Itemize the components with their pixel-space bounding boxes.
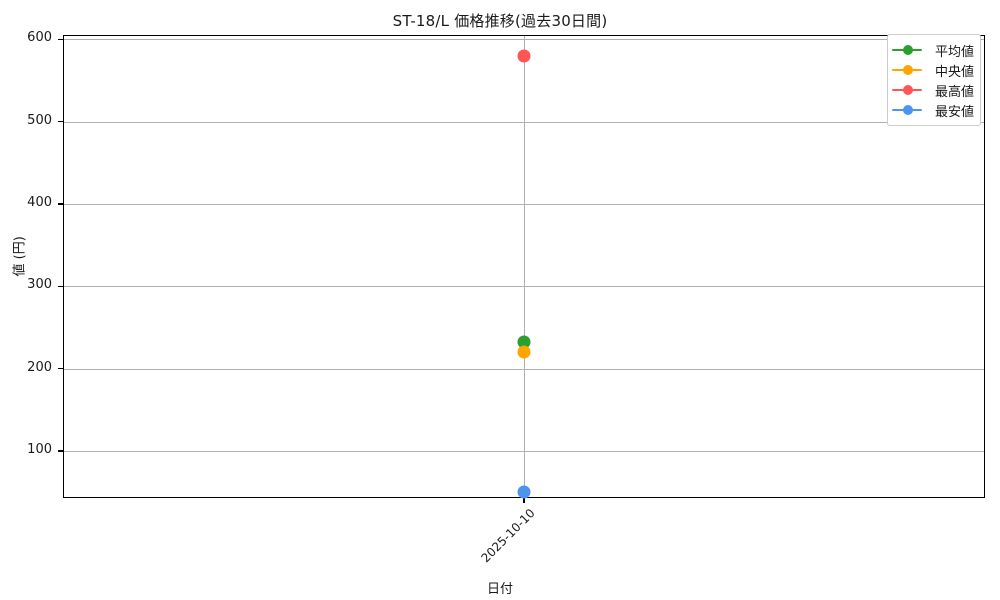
plot-area: 100 200 300 400 500 600 2025-10-10 [27, 30, 985, 565]
y-tick-mark [58, 38, 64, 40]
legend-item-max[interactable]: 最高値 [892, 80, 976, 100]
x-tick-mark [523, 497, 525, 503]
y-tick-mark [58, 203, 64, 205]
data-point [517, 345, 531, 359]
data-point [517, 335, 531, 349]
y-tick-mark [58, 120, 64, 123]
data-point [517, 485, 531, 499]
y-tick-label: 400 [27, 194, 52, 210]
y-tick-mark [58, 285, 64, 287]
legend-label-min: 最安値 [934, 104, 974, 120]
y-axis-label: 値 (円) [12, 236, 28, 277]
legend-item-mean[interactable]: 平均値 [892, 40, 976, 60]
chart-legend: 平均値 中央値 最高値 最安値 [887, 34, 981, 126]
data-point [517, 49, 531, 63]
x-gridline [524, 36, 525, 497]
x-tick-label: 2025-10-10 [478, 506, 538, 566]
y-tick-label: 600 [27, 30, 52, 46]
legend-marker-max-icon [892, 83, 922, 97]
y-tick-mark [58, 450, 64, 452]
x-axis-label: 日付 [486, 582, 513, 597]
y-tick-label: 500 [27, 112, 52, 128]
y-tick-mark [58, 367, 64, 370]
y-tick-label: 200 [27, 359, 52, 375]
legend-marker-min-icon [892, 103, 922, 117]
legend-label-mean: 平均値 [934, 44, 974, 60]
y-tick-label: 100 [27, 441, 52, 457]
chart-title: ST-18/L 価格推移(過去30日間) [392, 12, 608, 30]
legend-marker-median-icon [892, 63, 922, 77]
legend-marker-mean-icon [892, 43, 922, 57]
y-tick-label: 300 [27, 277, 52, 293]
legend-label-max: 最高値 [934, 84, 974, 100]
legend-label-median: 中央値 [934, 64, 974, 80]
legend-item-min[interactable]: 最安値 [892, 100, 976, 120]
legend-item-median[interactable]: 中央値 [892, 60, 976, 80]
